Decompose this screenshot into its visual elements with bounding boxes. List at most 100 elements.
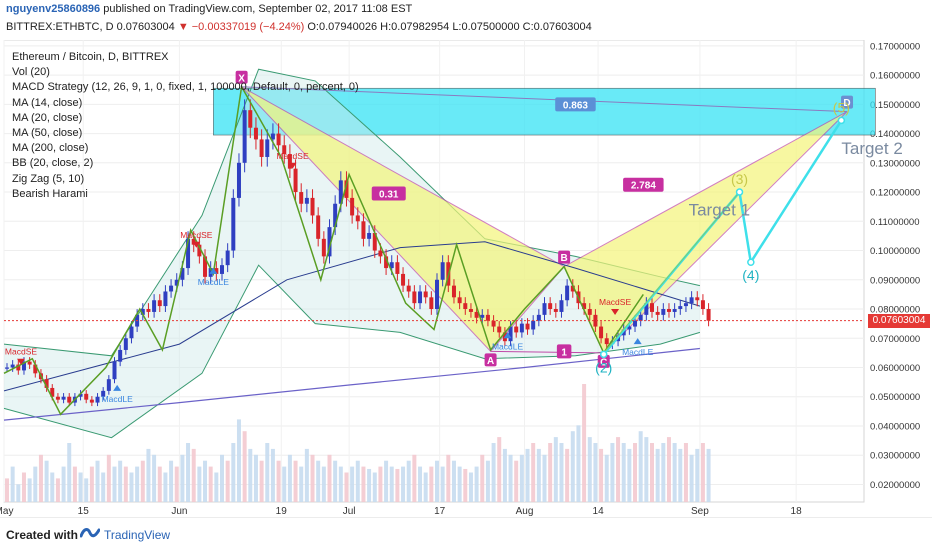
macd-signal-label: MacdSE [180,230,212,240]
chart-canvas[interactable]: 0.17000000 0.16000000 0.15000000 0.14000000… [0,40,932,517]
volume-bar [310,454,315,502]
volume-bar [253,454,258,502]
candle-body [106,379,111,391]
volume-bar [525,448,530,502]
volume-bar [553,437,558,502]
volume-bar [304,448,309,502]
wave-node [599,350,608,359]
candle-body [67,396,72,403]
legend-item[interactable]: MACD Strategy (12, 26, 9, 1, 0, fixed, 1… [12,81,359,94]
macd-signal-label: MacdLE [198,277,230,287]
candle-body [270,133,275,140]
publisher-name[interactable]: nguyenv25860896 [6,3,101,15]
pattern-point-label: C [600,357,607,368]
candle-body [582,303,587,310]
candle-body [163,291,168,307]
legend-item[interactable]: Zig Zag (5, 10) [12,172,85,185]
legend-item[interactable]: Bearish Harami [12,187,88,200]
candle-body [220,265,224,274]
candle-body [321,238,326,257]
buy-signal-icon [209,267,218,274]
volume-bar [140,460,145,502]
candle-body [593,314,598,327]
volume-bar [672,443,677,502]
candle-body [565,285,570,301]
legend-item[interactable]: BB (20, close, 2) [12,157,94,170]
legend-item[interactable]: MA (200, close) [12,142,89,155]
candle-body [525,323,530,330]
volume-bar [599,448,604,502]
candle-body [276,133,281,146]
volume-bar [361,466,366,502]
volume-bar [406,460,411,502]
volume-bar [621,443,626,502]
volume-bar [695,448,700,502]
legend-item[interactable]: Ethereum / Bitcoin, D, BITTREX [12,51,169,63]
volume-bar [418,466,423,502]
candle-body [491,320,496,327]
candle-body [508,326,513,342]
volume-bar [129,472,134,502]
candle-body [372,232,377,251]
legend-item[interactable]: MA (50, close) [12,127,83,140]
legend-item[interactable]: MA (14, close) [12,96,83,109]
chart-header: nguyenv25860896 published on TradingView… [0,0,932,40]
candle-body [570,285,575,292]
volume-bar [338,466,343,502]
volume-bar [678,448,683,502]
candle-body [361,221,366,239]
bollinger-band-fill [4,69,700,438]
volume-bar [389,466,394,502]
volume-bar [21,472,26,502]
candle-body [253,127,258,140]
sell-signal-icon [611,309,620,316]
pattern-point-label: B [561,253,568,264]
ratio-badge [623,177,664,192]
volume-bar [316,460,321,502]
candle-body [514,326,519,333]
target-label: Target 2 [841,139,902,158]
wave-node [735,188,744,196]
volume-bar [570,431,575,502]
candle-body [152,300,157,312]
sell-signal-icon [288,162,297,169]
ma50-line [3,241,701,392]
volume-bar [604,454,609,502]
volume-bar [429,466,434,502]
volume-bar [293,460,298,502]
tradingview-brand[interactable]: TradingView [104,528,171,542]
volume-bar [627,448,632,502]
volume-bar [587,437,592,502]
candle-body [429,297,434,310]
buy-signal-icon [113,384,122,391]
candle-body [338,180,343,204]
volume-bar [565,448,570,502]
volume-bar [548,443,553,502]
volume-bar [542,454,547,502]
created-with-label: Created with [6,528,79,542]
volume-bar [446,454,451,502]
bollinger-lower-line [3,264,701,439]
candle-body [293,168,298,193]
macd-signal-label: MacdSE [599,297,631,307]
legend-item[interactable]: Vol (20) [12,66,50,79]
y-tick-label: 0.12000000 [870,188,920,199]
candle-body [5,367,9,369]
candle-body [378,250,383,257]
candle-body [265,139,270,157]
candle-body [140,309,145,315]
volume-bar [616,437,621,502]
candle-body [236,162,241,198]
chart-area[interactable]: 0.17000000 0.16000000 0.15000000 0.14000000… [0,40,932,517]
candle-body [401,273,406,286]
volume-bar [89,466,94,502]
volume-bar [491,443,496,502]
macd-signal-label: MacdLE [492,341,524,351]
legend-item[interactable]: MA (20, close) [12,111,83,124]
pattern-point-label: D [843,98,850,109]
candle-body [174,279,179,286]
volume-bar [287,454,292,502]
volume-bar [666,437,671,502]
volume-bar [650,443,654,502]
volume-bar [384,460,389,502]
